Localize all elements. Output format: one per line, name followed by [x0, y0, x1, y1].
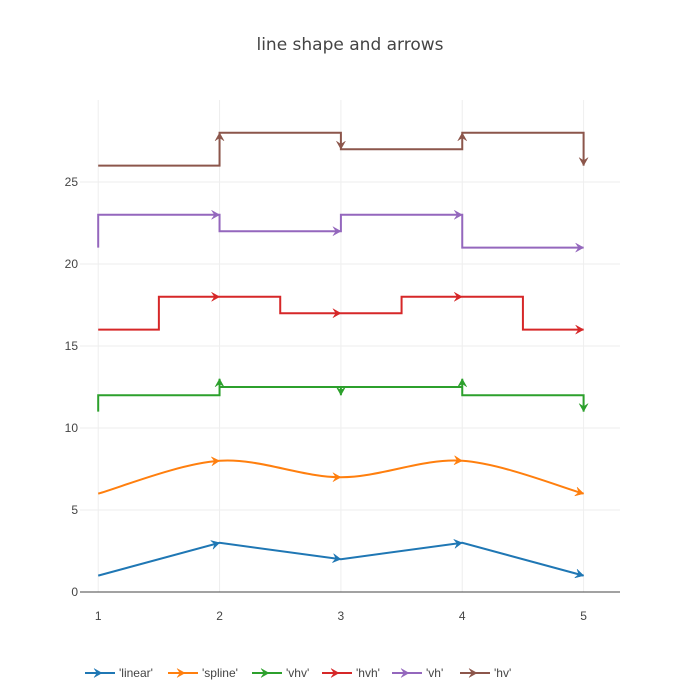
data-point-arrow	[211, 456, 221, 467]
data-point-arrow	[332, 308, 342, 318]
data-point-arrow	[453, 539, 463, 549]
x-tick-label: 1	[95, 609, 102, 623]
series-hvh	[98, 292, 585, 335]
legend-label: 'vhv'	[286, 666, 309, 680]
data-point-arrow	[574, 486, 585, 497]
plot-area	[97, 131, 589, 579]
data-point-arrow	[457, 132, 467, 142]
legend-label: 'hv'	[494, 666, 511, 680]
data-point-arrow	[578, 157, 589, 167]
y-tick-label: 20	[65, 257, 79, 271]
data-point-arrow	[336, 140, 346, 150]
data-point-arrow	[578, 403, 589, 413]
grid-lines	[80, 100, 620, 592]
legend-label: 'linear'	[119, 666, 153, 680]
x-tick-label: 4	[459, 609, 466, 623]
series-vhv	[97, 378, 589, 413]
series-hv	[98, 131, 589, 167]
data-point-arrow	[332, 472, 342, 482]
legend-arrow-icon	[468, 668, 478, 678]
series-linear	[97, 539, 585, 579]
legend-item: 'linear'	[85, 666, 153, 680]
axes: 1 2 3 4 5 0 5 10 15 20 25	[65, 175, 620, 623]
x-tick-label: 2	[216, 609, 223, 623]
x-tick-label: 5	[580, 609, 587, 623]
legend-arrow-icon	[330, 668, 340, 678]
y-tick-label: 0	[71, 585, 78, 599]
data-point-arrow	[574, 568, 585, 579]
series-vh	[97, 210, 585, 253]
legend-arrow-icon	[93, 668, 103, 678]
data-point-arrow	[454, 292, 463, 302]
y-tick-label: 15	[65, 339, 79, 353]
data-point-arrow	[214, 132, 225, 142]
legend-item: 'spline'	[168, 666, 238, 680]
legend-item: 'hvh'	[322, 666, 380, 680]
x-tick-label: 3	[338, 609, 345, 623]
data-point-arrow	[336, 386, 346, 396]
data-point-arrow	[332, 226, 342, 236]
legend-arrow-icon	[260, 668, 270, 678]
series-spline	[97, 455, 585, 497]
legend-label: 'vh'	[426, 666, 443, 680]
data-point-arrow	[332, 553, 342, 563]
y-tick-label: 25	[65, 175, 79, 189]
legend-label: 'spline'	[202, 666, 238, 680]
legend-label: 'hvh'	[356, 666, 380, 680]
data-point-arrow	[575, 324, 585, 335]
data-point-arrow	[214, 378, 225, 388]
data-point-arrow	[454, 210, 463, 220]
data-point-arrow	[453, 455, 463, 465]
legend-item: 'hv'	[460, 666, 511, 680]
legend-item: 'vh'	[392, 666, 443, 680]
y-tick-label: 5	[71, 503, 78, 517]
legend-arrow-icon	[400, 668, 410, 678]
data-point-arrow	[210, 540, 221, 550]
chart-title: line shape and arrows	[256, 35, 443, 55]
data-point-arrow	[457, 378, 467, 388]
legend-arrow-icon	[176, 668, 186, 678]
data-point-arrow	[211, 292, 221, 302]
y-tick-label: 10	[65, 421, 79, 435]
data-point-arrow	[211, 210, 221, 220]
data-point-arrow	[575, 242, 585, 253]
legend: 'linear' 'spline' 'vhv' 'hvh' 'vh' 'hv'	[85, 666, 511, 680]
legend-item: 'vhv'	[252, 666, 309, 680]
